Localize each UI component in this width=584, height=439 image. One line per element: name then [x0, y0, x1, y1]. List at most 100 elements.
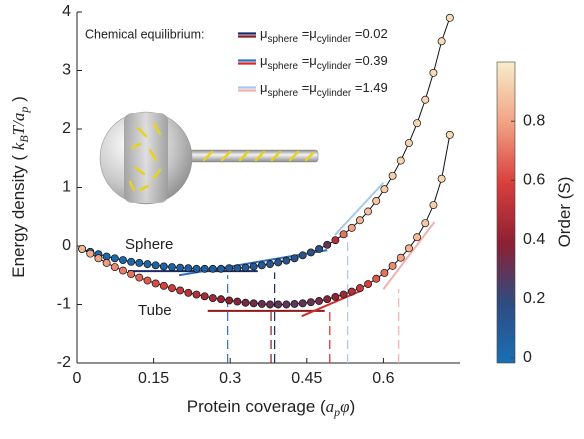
data-point — [290, 299, 299, 308]
data-point — [347, 287, 356, 296]
data-point — [404, 244, 413, 253]
data-point — [282, 256, 291, 265]
data-point — [127, 257, 136, 266]
colorbar-tick-label: 0.8 — [523, 112, 545, 129]
data-point — [282, 300, 291, 309]
data-point — [249, 299, 258, 308]
data-point — [380, 268, 389, 277]
legend-label-part: sphere — [268, 34, 299, 45]
data-point — [445, 130, 454, 139]
legend-label-part: =1.49 — [351, 80, 388, 95]
data-point — [217, 264, 225, 273]
y-tick-label: 0 — [62, 237, 71, 254]
data-point — [257, 299, 266, 308]
data-point — [429, 201, 438, 209]
x-tick-label: 0.3 — [219, 370, 241, 387]
data-point — [429, 68, 438, 77]
data-point — [298, 251, 307, 260]
data-point — [225, 296, 234, 305]
data-point — [274, 258, 283, 267]
data-point — [323, 295, 332, 304]
data-point — [372, 274, 381, 283]
colorbar — [496, 61, 516, 364]
data-point — [396, 156, 405, 165]
curve-annotation: Tube — [138, 302, 172, 319]
inset-illustration — [99, 111, 319, 205]
data-point — [94, 254, 103, 263]
data-point — [208, 294, 217, 303]
data-point — [421, 219, 430, 228]
data-point — [143, 276, 152, 285]
data-point — [380, 185, 389, 194]
legend-label: μsphere =μcylinder =0.39 — [260, 53, 388, 71]
series-line — [81, 134, 451, 305]
data-point — [331, 236, 340, 245]
data-point — [315, 297, 324, 305]
data-point — [347, 223, 356, 232]
data-point — [86, 249, 95, 258]
data-point — [355, 284, 364, 293]
data-point — [396, 253, 405, 262]
data-point — [266, 300, 274, 309]
data-point — [151, 261, 160, 270]
data-point — [331, 292, 340, 301]
data-point — [233, 264, 242, 273]
data-point — [168, 263, 176, 272]
data-point — [404, 139, 413, 147]
x-tick-label: 0.6 — [372, 370, 394, 387]
y-tick-label: 4 — [62, 3, 71, 20]
data-point — [315, 244, 324, 253]
data-point — [176, 286, 185, 295]
tangent-line — [382, 221, 436, 290]
legend-label-part: cylinder — [317, 88, 352, 99]
data-point — [208, 264, 217, 273]
data-point — [437, 174, 446, 183]
data-point — [388, 261, 397, 270]
data-point — [323, 240, 332, 249]
data-point — [388, 171, 397, 180]
data-point — [233, 297, 242, 306]
legend-title: Chemical equilibrium: — [85, 27, 205, 41]
legend-label-part: μ — [260, 80, 268, 95]
data-point — [200, 264, 209, 273]
data-point — [119, 256, 127, 264]
legend-label-part: =0.02 — [351, 26, 388, 41]
data-point — [127, 270, 136, 279]
legend-label-part: μ — [260, 53, 268, 68]
data-point — [306, 298, 315, 307]
data-point — [159, 262, 168, 271]
legend-label-part: sphere — [268, 61, 299, 72]
data-point — [306, 248, 315, 257]
data-point — [192, 290, 201, 299]
data-point — [184, 288, 193, 297]
data-point — [102, 259, 111, 267]
data-point — [110, 263, 119, 272]
x-tick-label: 0.15 — [138, 370, 169, 387]
data-point — [225, 264, 234, 273]
colorbar-tick-label: 0.6 — [523, 172, 545, 189]
legend-label: μsphere =μcylinder =0.02 — [260, 26, 388, 44]
legend-label: μsphere =μcylinder =1.49 — [260, 80, 388, 98]
data-point — [119, 266, 127, 275]
legend-label-part: =0.39 — [351, 53, 388, 68]
data-point — [372, 197, 381, 205]
legend-label-part: =μ — [298, 53, 317, 68]
data-point — [143, 260, 152, 269]
curve-annotation: Sphere — [125, 236, 173, 253]
legend-label-part: cylinder — [317, 34, 352, 45]
data-point — [110, 254, 119, 263]
legend-label-part: μ — [260, 26, 268, 41]
colorbar-tick-label: 0.4 — [523, 231, 545, 248]
data-point — [266, 260, 274, 269]
data-point — [298, 299, 307, 308]
y-tick-label: -2 — [57, 354, 71, 371]
y-tick-label: 1 — [62, 179, 71, 196]
data-point — [168, 284, 176, 293]
legend-label-part: =μ — [298, 80, 317, 95]
legend-label-part: sphere — [268, 88, 299, 99]
data-point — [241, 298, 250, 307]
data-point — [355, 216, 364, 225]
x-axis-label: Protein coverage (apφ) — [187, 397, 355, 419]
plot-area: -2 -1 0 1 2 3 4 0 0.15 0.3 0.45 0.6 — [57, 3, 460, 387]
